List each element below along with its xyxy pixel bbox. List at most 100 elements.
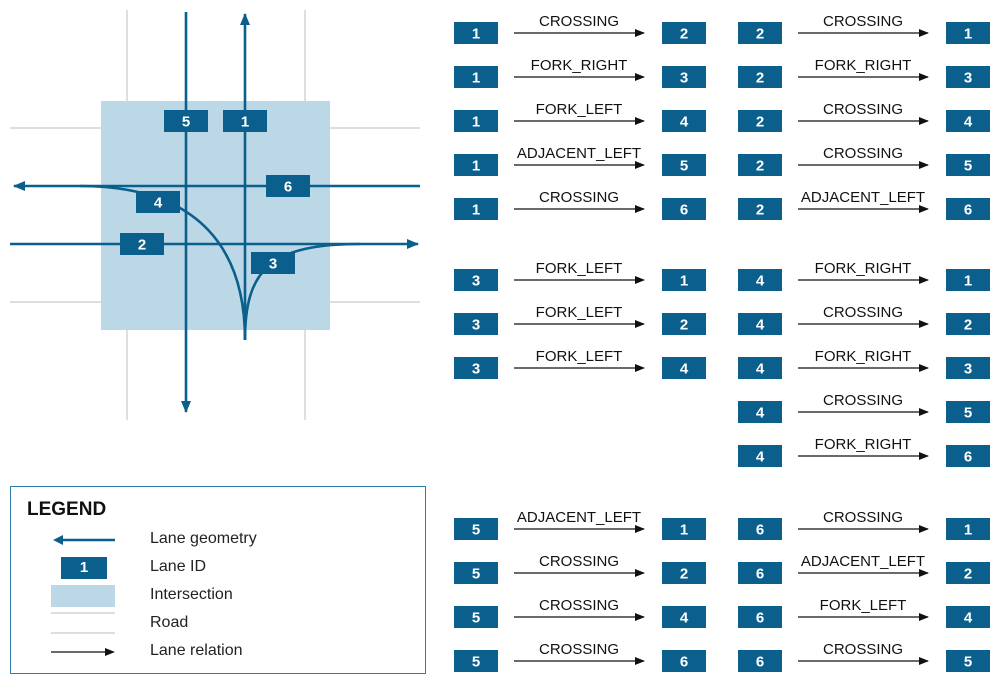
from-lane-box: 5 [454, 606, 498, 628]
relation-row: 3 FORK_LEFT 1 [454, 260, 706, 291]
svg-text:5: 5 [964, 158, 972, 175]
relation-label: CROSSING [823, 13, 903, 30]
to-lane-box: 3 [946, 66, 990, 88]
svg-text:6: 6 [964, 202, 972, 219]
lane-id-box-6: 6 [266, 175, 310, 197]
from-lane-box: 4 [738, 445, 782, 467]
relation-group-3: 3 FORK_LEFT 1 3 FORK_LEFT 2 3 FORK_LEFT 4 [454, 260, 706, 379]
from-lane-box: 6 [738, 518, 782, 540]
lane-relation-arrow-icon [51, 639, 117, 665]
lane-id-box-icon: 1 [51, 555, 117, 581]
to-lane-box: 6 [662, 198, 706, 220]
from-lane-box: 6 [738, 562, 782, 584]
svg-text:2: 2 [138, 237, 146, 254]
legend-item-lane-relation: Lane relation [11, 639, 425, 665]
svg-text:2: 2 [756, 26, 764, 43]
svg-text:3: 3 [472, 317, 480, 334]
relation-row: 2 FORK_RIGHT 3 [738, 57, 990, 88]
relation-label: ADJACENT_LEFT [517, 145, 641, 162]
from-lane-box: 3 [454, 269, 498, 291]
svg-text:2: 2 [756, 202, 764, 219]
svg-text:5: 5 [964, 654, 972, 671]
svg-text:4: 4 [756, 405, 765, 422]
svg-text:3: 3 [269, 256, 277, 273]
road-lines-icon [51, 611, 117, 637]
lane-geometry-4 [79, 184, 247, 341]
lane-id-box-1: 1 [223, 110, 267, 132]
svg-text:4: 4 [756, 273, 765, 290]
lane-geometry-arrow-icon [51, 527, 117, 553]
relation-label: FORK_LEFT [536, 304, 623, 321]
svg-text:6: 6 [680, 654, 688, 671]
svg-text:1: 1 [472, 26, 480, 43]
svg-text:1: 1 [241, 114, 249, 131]
from-lane-box: 4 [738, 269, 782, 291]
relation-label: CROSSING [539, 189, 619, 206]
svg-text:4: 4 [756, 361, 765, 378]
from-lane-box: 1 [454, 66, 498, 88]
lane-id-box-5: 5 [164, 110, 208, 132]
from-lane-box: 3 [454, 357, 498, 379]
svg-text:4: 4 [680, 114, 689, 131]
from-lane-box: 1 [454, 198, 498, 220]
svg-text:2: 2 [756, 70, 764, 87]
from-lane-box: 5 [454, 562, 498, 584]
svg-text:4: 4 [680, 361, 689, 378]
relation-label: ADJACENT_LEFT [801, 189, 925, 206]
to-lane-box: 5 [946, 401, 990, 423]
relation-label: FORK_RIGHT [815, 436, 912, 453]
to-lane-box: 1 [662, 518, 706, 540]
relation-group-1: 1 CROSSING 2 1 FORK_RIGHT 3 1 FORK_LEFT 4 1 ADJACE… [454, 13, 706, 220]
to-lane-box: 2 [946, 562, 990, 584]
svg-text:1: 1 [680, 522, 688, 539]
relation-label: FORK_LEFT [536, 101, 623, 118]
svg-text:6: 6 [756, 522, 764, 539]
relation-row: 1 CROSSING 2 [454, 13, 706, 44]
to-lane-box: 4 [662, 110, 706, 132]
relation-label: CROSSING [823, 304, 903, 321]
relation-label: CROSSING [823, 509, 903, 526]
from-lane-box: 4 [738, 401, 782, 423]
relation-row: 4 CROSSING 2 [738, 304, 990, 335]
svg-text:5: 5 [472, 566, 480, 583]
relation-row: 6 FORK_LEFT 4 [738, 597, 990, 628]
svg-text:6: 6 [964, 449, 972, 466]
legend-label: Lane ID [150, 558, 207, 575]
svg-text:3: 3 [680, 70, 688, 87]
svg-text:4: 4 [680, 610, 689, 627]
svg-text:2: 2 [756, 114, 764, 131]
relation-row: 1 ADJACENT_LEFT 5 [454, 145, 706, 176]
svg-text:5: 5 [964, 405, 972, 422]
to-lane-box: 4 [662, 606, 706, 628]
lane-relation-tables: 1 CROSSING 2 1 FORK_RIGHT 3 1 FORK_LEFT 4 1 ADJACE… [454, 13, 990, 672]
relation-label: CROSSING [823, 392, 903, 409]
svg-text:3: 3 [472, 361, 480, 378]
svg-text:1: 1 [472, 70, 480, 87]
from-lane-box: 2 [738, 22, 782, 44]
relation-label: CROSSING [539, 597, 619, 614]
relation-row: 2 CROSSING 5 [738, 145, 990, 176]
from-lane-box: 1 [454, 154, 498, 176]
svg-text:4: 4 [154, 195, 163, 212]
to-lane-box: 1 [662, 269, 706, 291]
to-lane-box: 4 [662, 357, 706, 379]
to-lane-box: 5 [946, 650, 990, 672]
relation-label: CROSSING [823, 145, 903, 162]
relation-row: 6 CROSSING 5 [738, 641, 990, 672]
svg-text:3: 3 [472, 273, 480, 290]
legend-item-road: Road [11, 611, 425, 637]
svg-text:1: 1 [472, 114, 480, 131]
svg-text:2: 2 [680, 26, 688, 43]
relation-row: 1 CROSSING 6 [454, 189, 706, 220]
relation-row: 4 FORK_RIGHT 1 [738, 260, 990, 291]
from-lane-box: 2 [738, 66, 782, 88]
relation-row: 5 CROSSING 6 [454, 641, 706, 672]
svg-text:4: 4 [964, 610, 973, 627]
relation-row: 5 ADJACENT_LEFT 1 [454, 509, 706, 540]
to-lane-box: 6 [946, 198, 990, 220]
from-lane-box: 5 [454, 518, 498, 540]
relation-label: ADJACENT_LEFT [801, 553, 925, 570]
svg-text:3: 3 [964, 361, 972, 378]
relation-label: FORK_RIGHT [815, 348, 912, 365]
